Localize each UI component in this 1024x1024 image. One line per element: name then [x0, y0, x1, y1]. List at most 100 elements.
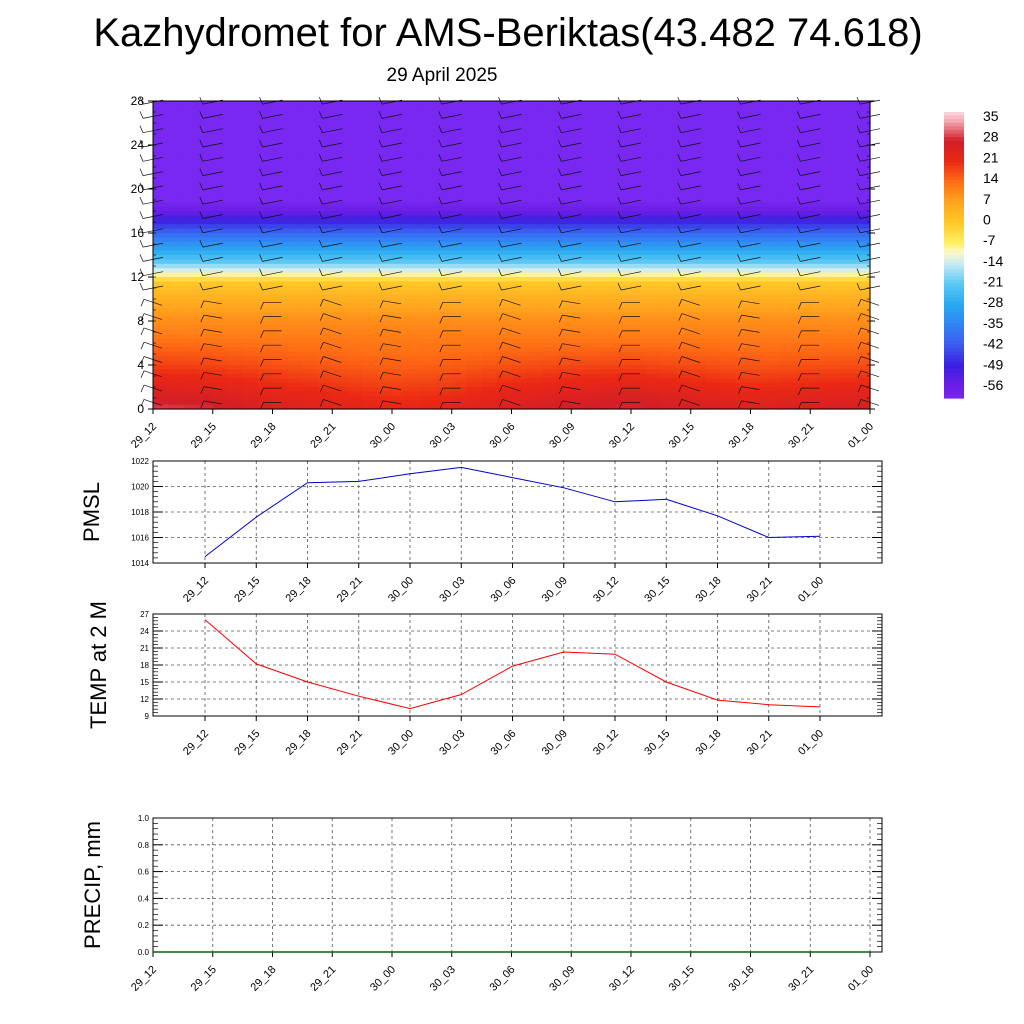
heatmap-cell — [347, 136, 363, 142]
wind-barb — [557, 182, 582, 191]
heatmap-cell — [227, 136, 244, 142]
heatmap-cell — [586, 175, 602, 181]
y-tick-label: 24 — [131, 138, 145, 152]
heatmap-cell — [317, 373, 333, 379]
heatmap-cell — [436, 263, 453, 269]
heatmap-cell — [840, 215, 856, 221]
heatmap-cell — [317, 400, 333, 406]
heatmap-cell — [571, 123, 587, 128]
heatmap-cell — [197, 149, 214, 155]
heatmap-cell — [631, 219, 647, 225]
heatmap-cell — [825, 101, 841, 106]
heatmap-cell — [317, 109, 333, 115]
heatmap-cell — [242, 378, 259, 384]
heatmap-cell — [735, 224, 752, 230]
heatmap-cell — [197, 153, 214, 159]
heatmap-cell — [720, 290, 737, 296]
heatmap-cell — [481, 299, 498, 304]
wind-barb — [438, 139, 462, 148]
wind-barb — [199, 154, 223, 162]
x-tick-label: 29_21 — [308, 964, 338, 994]
heatmap-cell — [586, 197, 602, 203]
heatmap-cell — [481, 233, 498, 238]
heatmap-cell — [377, 224, 393, 230]
x-tick-label: 01_00 — [846, 964, 876, 994]
colorbar-segment — [944, 276, 964, 281]
heatmap-cell — [182, 228, 199, 234]
heatmap-cell — [481, 175, 498, 181]
heatmap-cell — [855, 299, 871, 304]
heatmap-cell — [855, 294, 871, 300]
heatmap-cell — [436, 369, 453, 375]
heatmap-cell — [541, 343, 557, 348]
wind-barb — [200, 300, 222, 308]
heatmap-cell — [227, 215, 244, 221]
x-tick-label: 30_06 — [488, 964, 518, 994]
heatmap-cell — [377, 325, 393, 331]
heatmap-cell — [332, 114, 348, 120]
heatmap-cell — [466, 400, 483, 406]
heatmap-cell — [182, 219, 199, 225]
heatmap-cell — [272, 268, 289, 274]
heatmap-cell — [272, 180, 289, 186]
colorbar-segment — [944, 287, 964, 292]
heatmap-cell — [466, 259, 483, 265]
heatmap-cell — [182, 277, 199, 282]
heatmap-cell — [511, 224, 528, 230]
heatmap-cell — [511, 118, 528, 124]
heatmap-cell — [362, 382, 378, 388]
x-tick-label: 30_18 — [694, 575, 724, 605]
heatmap-cell — [257, 153, 274, 159]
heatmap-cell — [496, 281, 513, 287]
heatmap-cell — [197, 294, 214, 300]
heatmap-cell — [556, 369, 572, 375]
heatmap-cell — [660, 255, 677, 260]
heatmap-cell — [406, 351, 423, 357]
x-tick-label: 30_21 — [786, 964, 816, 994]
heatmap-cell — [556, 145, 572, 150]
heatmap-cell — [526, 378, 542, 384]
heatmap-cell — [780, 246, 796, 252]
heatmap-cell — [212, 378, 229, 384]
heatmap-cell — [362, 325, 378, 331]
heatmap-cell — [436, 303, 453, 309]
heatmap-cell — [735, 219, 752, 225]
heatmap-cell — [287, 281, 303, 287]
heatmap-cell — [601, 281, 617, 287]
heatmap-cell — [750, 404, 767, 410]
heatmap-cell — [855, 237, 871, 243]
heatmap-cell — [496, 171, 513, 177]
heatmap-cell — [227, 391, 244, 397]
heatmap-cell — [571, 158, 587, 164]
heatmap-cell — [511, 285, 528, 291]
heatmap-cell — [675, 250, 692, 256]
heatmap-cell — [601, 118, 617, 124]
heatmap-cell — [466, 197, 483, 203]
heatmap-cell — [272, 360, 289, 366]
heatmap-cell — [855, 149, 871, 155]
heatmap-cell — [212, 123, 229, 128]
colorbar-segment — [944, 362, 964, 367]
heatmap-cell — [556, 268, 572, 274]
heatmap-cell — [212, 224, 229, 230]
wind-barb — [617, 211, 642, 219]
heatmap-cell — [556, 285, 572, 291]
heatmap-cell — [242, 211, 259, 216]
heatmap-cell — [392, 153, 408, 159]
heatmap-cell — [421, 145, 438, 150]
heatmap-cell — [645, 118, 662, 124]
heatmap-cell — [526, 206, 542, 212]
heatmap-cell — [541, 127, 557, 133]
heatmap-cell — [481, 114, 498, 120]
heatmap-cell — [705, 105, 722, 111]
heatmap-cell — [780, 118, 796, 124]
heatmap-cell — [720, 145, 737, 150]
heatmap-cell — [690, 162, 707, 168]
wind-barb — [499, 384, 521, 393]
heatmap-cell — [586, 321, 602, 326]
heatmap-cell — [855, 268, 871, 274]
heatmap-cell — [735, 373, 752, 379]
heatmap-cell — [511, 356, 528, 362]
heatmap-cell — [601, 263, 617, 269]
heatmap-cell — [451, 321, 468, 326]
